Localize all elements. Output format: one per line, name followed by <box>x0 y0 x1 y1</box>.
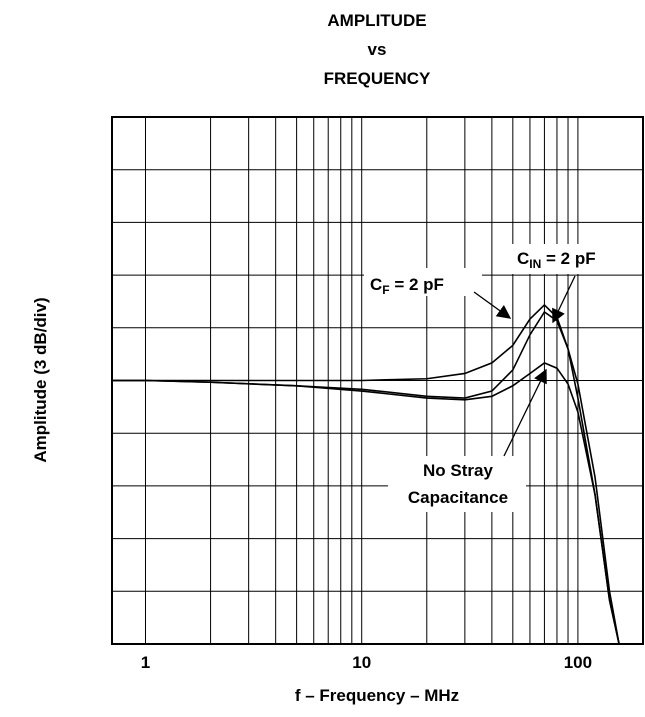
series-line <box>112 310 620 644</box>
x-tick-label: 10 <box>352 653 371 672</box>
annotation: CIN = 2 pF <box>517 249 596 271</box>
chart-title: FREQUENCY <box>324 69 431 88</box>
annotation: No Stray <box>423 461 493 480</box>
annotation: Capacitance <box>408 488 508 507</box>
series-line <box>112 362 620 644</box>
curves <box>112 303 620 644</box>
annotation: CF = 2 pF <box>370 275 444 297</box>
chart-title: AMPLITUDE <box>327 11 426 30</box>
plot-frame <box>111 116 644 645</box>
x-tick-label: 100 <box>564 653 592 672</box>
x-axis-label: f – Frequency – MHz <box>295 686 459 705</box>
chart-title: vs <box>368 40 387 59</box>
label-bg <box>364 268 482 296</box>
arrow <box>473 291 512 319</box>
label-bg <box>512 244 624 274</box>
arrow <box>552 275 576 324</box>
series-line <box>112 303 620 644</box>
label-bg <box>388 456 526 512</box>
y-axis-label: Amplitude (3 dB/div) <box>31 297 50 462</box>
arrow <box>503 368 547 457</box>
x-tick-label: 1 <box>141 653 150 672</box>
